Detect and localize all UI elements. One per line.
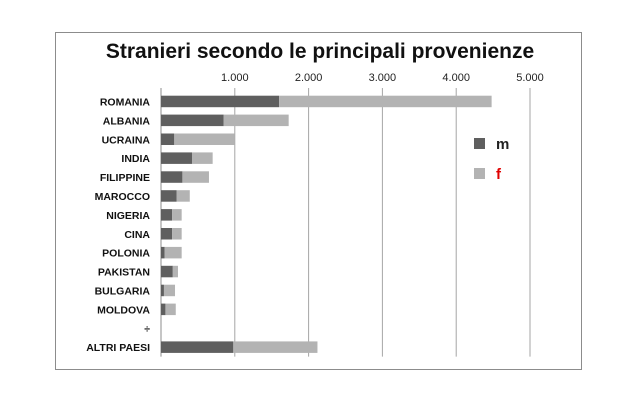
bar-altri-paesi-m — [161, 341, 234, 353]
x-tick-label: 4.000 — [442, 72, 470, 84]
chart-title: Stranieri secondo le principali provenie… — [105, 40, 535, 63]
bar-albania-f — [223, 114, 289, 127]
bar-marocco-f — [176, 190, 190, 202]
category-label: PAKISTAN — [98, 267, 150, 279]
bar-altri-paesi-f — [233, 341, 318, 353]
bar-pakistan-m — [161, 265, 173, 278]
bar-nigeria-m — [161, 209, 173, 221]
category-label: ALTRI PAESI — [86, 342, 150, 354]
category-label: ROMANIA — [100, 96, 151, 108]
x-tick-label: 2.000 — [295, 72, 323, 84]
category-label: MAROCCO — [95, 191, 150, 203]
category-label: MOLDOVA — [97, 304, 150, 316]
bar-filippine-m — [161, 171, 183, 183]
bar-bulgaria-m — [161, 284, 164, 297]
bar-moldova-m — [161, 303, 166, 316]
x-tick-label: 3.000 — [369, 72, 397, 84]
category-label: POLONIA — [102, 248, 150, 260]
bar-nigeria-f — [172, 209, 182, 221]
bar-ucraina-m — [161, 133, 175, 145]
bar-bulgaria-f — [163, 284, 176, 297]
category-label: BULGARIA — [95, 285, 151, 297]
bar-marocco-m — [161, 190, 177, 202]
bar-cina-f — [172, 228, 182, 240]
legend-label-f: f — [496, 166, 502, 183]
x-tick-label: 5.000 — [516, 72, 544, 84]
bar-ucraina-f — [174, 133, 235, 145]
category-label: UCRAINA — [102, 134, 151, 146]
legend-swatch-m — [474, 138, 485, 149]
legend-swatch-f — [474, 168, 485, 179]
bar-pakistan-f — [172, 265, 178, 278]
bar-polonia-f — [164, 246, 182, 259]
bar-albania-m — [161, 114, 224, 127]
category-label: INDIA — [121, 153, 150, 165]
x-tick-label: 1.000 — [221, 72, 249, 84]
bar-romania-m — [161, 95, 280, 108]
category-label: FILIPPINE — [100, 172, 150, 184]
legend-label-m: m — [496, 136, 509, 153]
bar-moldova-f — [165, 303, 176, 316]
chart-frame — [55, 32, 582, 370]
category-label: CINA — [124, 229, 150, 241]
category-label: NIGERIA — [106, 210, 150, 222]
bar-polonia-m — [161, 246, 165, 259]
category-label: ÷ — [144, 323, 150, 335]
category-label: ALBANIA — [103, 115, 151, 127]
bar-filippine-f — [182, 171, 209, 183]
bar-cina-m — [161, 228, 173, 240]
bar-india-f — [191, 152, 213, 164]
bar-india-m — [161, 152, 192, 164]
bar-romania-f — [279, 95, 492, 108]
